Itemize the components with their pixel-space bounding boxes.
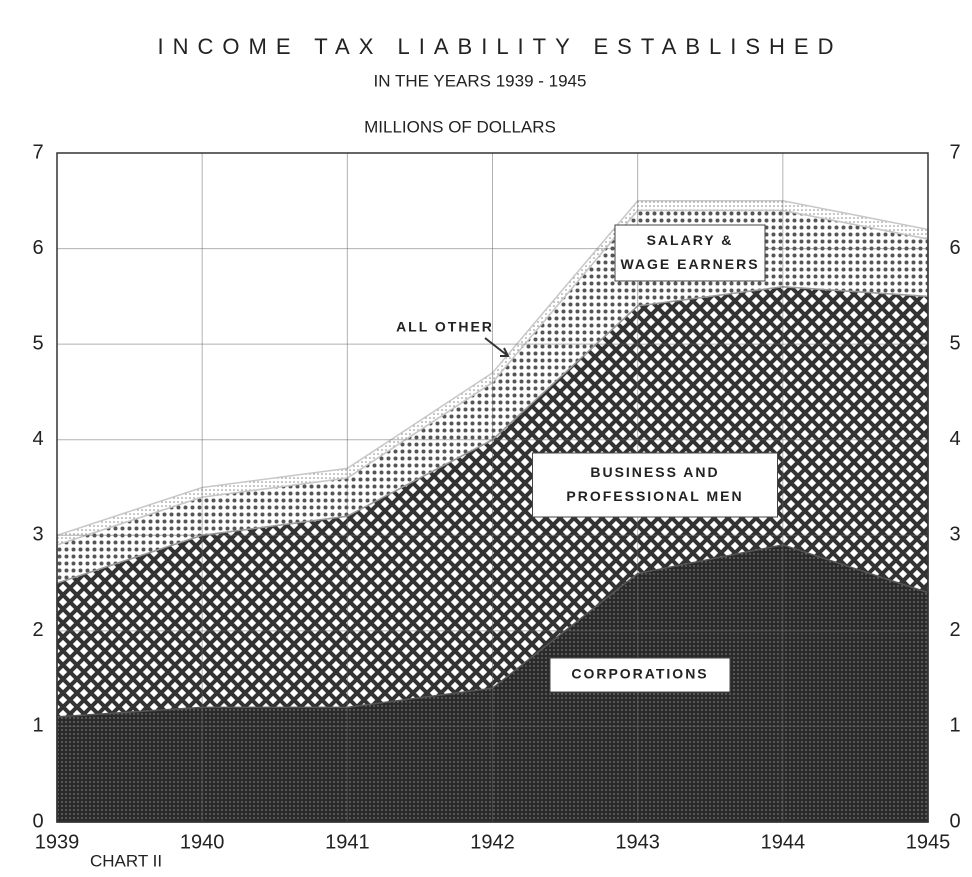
footnote: CHART II <box>90 851 162 870</box>
y-tick-label: 7 <box>32 141 43 163</box>
y-tick-label: 0 <box>32 810 43 832</box>
series-label: SALARY & WAGE EARNERS <box>620 232 759 272</box>
y-tick-label: 6 <box>32 237 43 259</box>
series-label: CORPORATIONS <box>571 666 708 682</box>
y-tick-label: 1 <box>32 715 43 737</box>
y-tick-label: 4 <box>32 428 43 450</box>
plot-frame <box>56 152 929 823</box>
y-tick-label: 5 <box>32 332 43 354</box>
x-tick-label: 1941 <box>325 831 370 853</box>
label-arrow <box>484 337 510 357</box>
y-tick-label: 2 <box>32 619 43 641</box>
x-tick-label: 1940 <box>180 831 225 853</box>
x-tick-label: 1942 <box>470 831 515 853</box>
y-tick-label: 1 <box>949 715 960 737</box>
chart-subtitle: IN THE YEARS 1939 - 1945 <box>374 71 587 90</box>
y-tick-label: 3 <box>949 524 960 546</box>
x-tick-label: 1943 <box>615 831 660 853</box>
y-tick-label: 6 <box>949 237 960 259</box>
x-tick-label: 1945 <box>906 831 951 853</box>
y-tick-label: 4 <box>949 428 960 450</box>
y-tick-label: 3 <box>32 524 43 546</box>
y-tick-label: 0 <box>949 810 960 832</box>
x-tick-label: 1944 <box>761 831 806 853</box>
series-label: BUSINESS AND PROFESSIONAL MEN <box>566 464 743 504</box>
chart-title: INCOME TAX LIABILITY ESTABLISHED <box>158 34 843 59</box>
x-tick-label: 1939 <box>35 831 80 853</box>
label-box <box>549 657 731 693</box>
y-tick-label: 5 <box>949 332 960 354</box>
label-box <box>532 452 778 518</box>
y-tick-label: 2 <box>949 619 960 641</box>
y-axis-label: MILLIONS OF DOLLARS <box>364 117 556 136</box>
series-label: ALL OTHER <box>396 319 494 335</box>
label-box <box>614 224 766 282</box>
y-tick-label: 7 <box>949 141 960 163</box>
